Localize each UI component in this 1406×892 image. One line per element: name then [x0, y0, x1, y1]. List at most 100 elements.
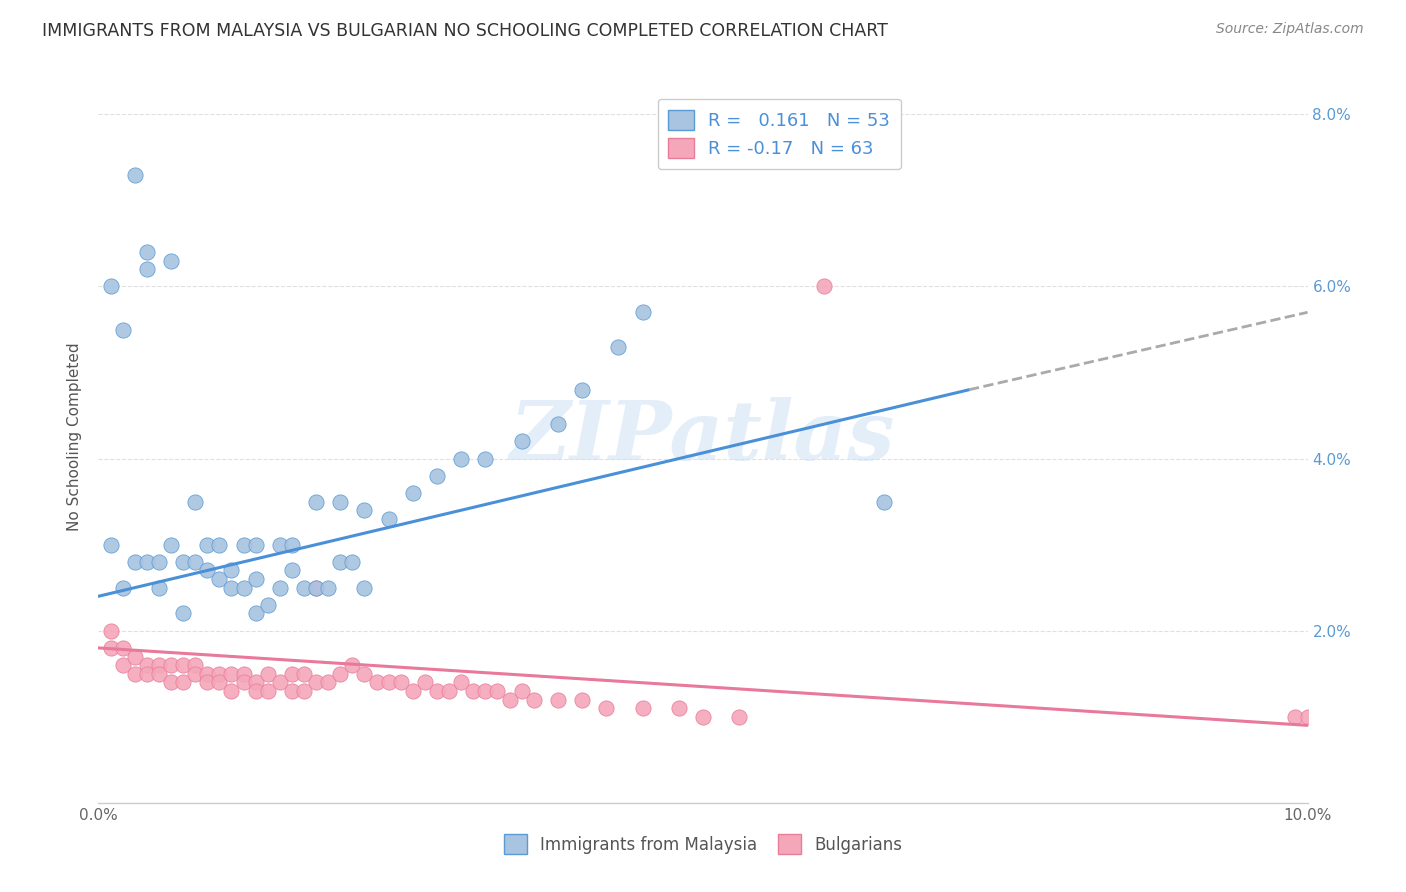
Point: [245, 538, 267, 552]
Point: [281, 666, 304, 681]
Point: [160, 658, 183, 673]
Point: [366, 675, 388, 690]
Legend: Immigrants from Malaysia, Bulgarians: Immigrants from Malaysia, Bulgarians: [498, 828, 908, 860]
Point: [256, 684, 278, 698]
Point: [100, 624, 122, 638]
Point: [692, 710, 714, 724]
Point: [100, 279, 122, 293]
Point: [329, 494, 352, 508]
Point: [124, 555, 146, 569]
Point: [172, 658, 194, 673]
Point: [160, 538, 183, 552]
Point: [450, 675, 472, 690]
Point: [463, 684, 485, 698]
Point: [100, 538, 122, 552]
Point: [124, 666, 146, 681]
Point: [474, 451, 496, 466]
Point: [148, 658, 170, 673]
Point: [221, 564, 243, 578]
Point: [124, 649, 146, 664]
Point: [305, 581, 328, 595]
Point: [148, 555, 170, 569]
Point: [510, 684, 533, 698]
Point: [208, 572, 231, 586]
Point: [184, 658, 207, 673]
Point: [510, 434, 533, 449]
Point: [172, 675, 194, 690]
Point: [402, 486, 425, 500]
Point: [1284, 710, 1306, 724]
Point: [232, 538, 254, 552]
Point: [184, 666, 207, 681]
Point: [135, 555, 157, 569]
Point: [377, 512, 399, 526]
Point: [111, 658, 134, 673]
Point: [281, 684, 304, 698]
Point: [486, 684, 509, 698]
Point: [172, 555, 194, 569]
Point: [547, 692, 569, 706]
Point: [256, 666, 278, 681]
Point: [292, 581, 315, 595]
Point: [160, 675, 183, 690]
Point: [607, 340, 630, 354]
Point: [389, 675, 412, 690]
Point: [195, 538, 218, 552]
Point: [269, 675, 291, 690]
Point: [668, 701, 690, 715]
Point: [813, 279, 835, 293]
Point: [426, 684, 449, 698]
Point: [195, 675, 218, 690]
Point: [100, 640, 122, 655]
Point: [316, 675, 339, 690]
Text: IMMIGRANTS FROM MALAYSIA VS BULGARIAN NO SCHOOLING COMPLETED CORRELATION CHART: IMMIGRANTS FROM MALAYSIA VS BULGARIAN NO…: [42, 22, 889, 40]
Point: [292, 684, 315, 698]
Point: [221, 666, 243, 681]
Point: [413, 675, 436, 690]
Point: [305, 675, 328, 690]
Point: [135, 658, 157, 673]
Point: [547, 417, 569, 432]
Point: [498, 692, 520, 706]
Point: [571, 692, 593, 706]
Point: [571, 383, 593, 397]
Point: [256, 598, 278, 612]
Point: [402, 684, 425, 698]
Point: [305, 494, 328, 508]
Point: [232, 675, 254, 690]
Point: [195, 564, 218, 578]
Point: [353, 503, 375, 517]
Point: [426, 468, 449, 483]
Point: [184, 494, 207, 508]
Point: [208, 675, 231, 690]
Point: [631, 701, 654, 715]
Point: [523, 692, 546, 706]
Point: [728, 710, 751, 724]
Point: [450, 451, 472, 466]
Point: [245, 607, 267, 621]
Point: [269, 538, 291, 552]
Point: [281, 538, 304, 552]
Point: [245, 675, 267, 690]
Point: [474, 684, 496, 698]
Point: [135, 666, 157, 681]
Text: ZIPatlas: ZIPatlas: [510, 397, 896, 477]
Point: [329, 555, 352, 569]
Point: [195, 666, 218, 681]
Point: [208, 666, 231, 681]
Point: [595, 701, 617, 715]
Point: [316, 581, 339, 595]
Point: [631, 305, 654, 319]
Text: Source: ZipAtlas.com: Source: ZipAtlas.com: [1216, 22, 1364, 37]
Point: [377, 675, 399, 690]
Point: [172, 607, 194, 621]
Point: [281, 564, 304, 578]
Point: [184, 555, 207, 569]
Point: [160, 253, 183, 268]
Point: [135, 262, 157, 277]
Point: [124, 168, 146, 182]
Point: [353, 666, 375, 681]
Point: [148, 581, 170, 595]
Point: [221, 684, 243, 698]
Point: [342, 658, 364, 673]
